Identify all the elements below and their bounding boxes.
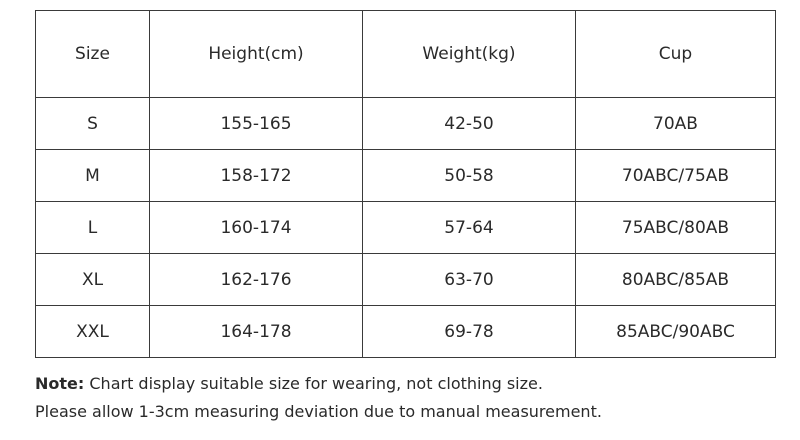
cell-weight: 63-70 bbox=[362, 253, 576, 306]
cell-height: 158-172 bbox=[149, 149, 363, 202]
table-row: L 160-174 57-64 75ABC/80AB bbox=[35, 201, 776, 254]
cell-cup: 75ABC/80AB bbox=[575, 201, 776, 254]
table-row: XXL 164-178 69-78 85ABC/90ABC bbox=[35, 305, 776, 358]
notes-section: Note: Chart display suitable size for we… bbox=[35, 370, 602, 426]
cell-cup: 80ABC/85AB bbox=[575, 253, 776, 306]
header-weight: Weight(kg) bbox=[362, 10, 576, 98]
cell-cup: 85ABC/90ABC bbox=[575, 305, 776, 358]
cell-size: XL bbox=[35, 253, 150, 306]
cell-height: 162-176 bbox=[149, 253, 363, 306]
header-cup: Cup bbox=[575, 10, 776, 98]
header-size: Size bbox=[35, 10, 150, 98]
cell-size: S bbox=[35, 97, 150, 150]
cell-cup: 70ABC/75AB bbox=[575, 149, 776, 202]
cell-weight: 50-58 bbox=[362, 149, 576, 202]
cell-size: M bbox=[35, 149, 150, 202]
cell-cup: 70AB bbox=[575, 97, 776, 150]
table-row: M 158-172 50-58 70ABC/75AB bbox=[35, 149, 776, 202]
table-header-row: Size Height(cm) Weight(kg) Cup bbox=[35, 10, 776, 98]
cell-weight: 42-50 bbox=[362, 97, 576, 150]
table-row: S 155-165 42-50 70AB bbox=[35, 97, 776, 150]
cell-size: L bbox=[35, 201, 150, 254]
cell-height: 160-174 bbox=[149, 201, 363, 254]
cell-height: 164-178 bbox=[149, 305, 363, 358]
header-height: Height(cm) bbox=[149, 10, 363, 98]
table-row: XL 162-176 63-70 80ABC/85AB bbox=[35, 253, 776, 306]
note-label: Note: bbox=[35, 374, 85, 393]
cell-height: 155-165 bbox=[149, 97, 363, 150]
cell-weight: 69-78 bbox=[362, 305, 576, 358]
cell-weight: 57-64 bbox=[362, 201, 576, 254]
size-chart-table: Size Height(cm) Weight(kg) Cup S 155-165… bbox=[35, 10, 776, 358]
note-text-2: Please allow 1-3cm measuring deviation d… bbox=[35, 402, 602, 421]
cell-size: XXL bbox=[35, 305, 150, 358]
note-text-1: Chart display suitable size for wearing,… bbox=[89, 374, 543, 393]
note-line-1: Note: Chart display suitable size for we… bbox=[35, 370, 602, 398]
